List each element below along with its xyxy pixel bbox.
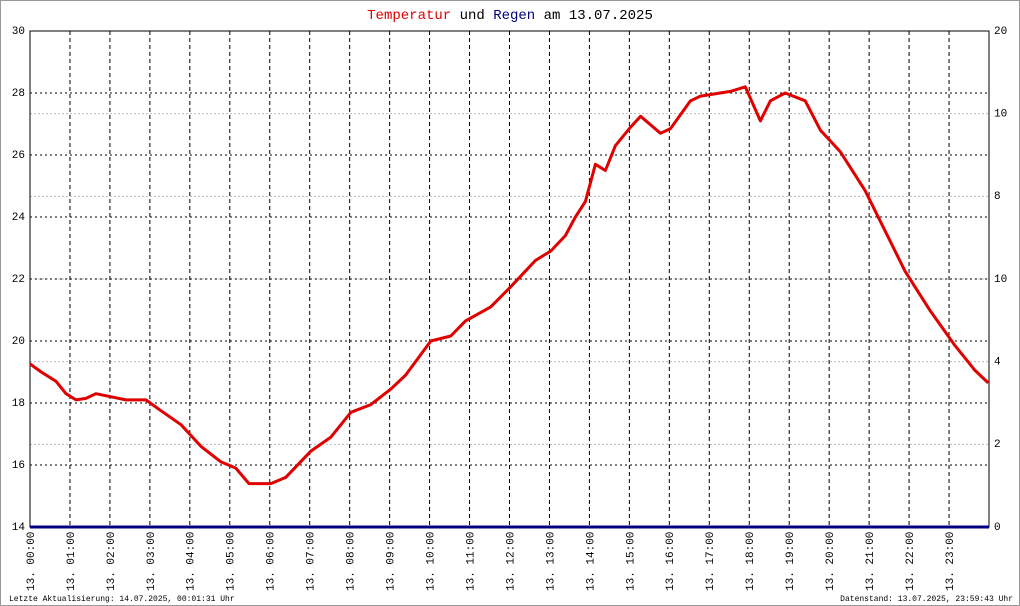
- y2-tick-label: 10: [994, 274, 1007, 286]
- x-tick-label: 13. 08:00: [346, 532, 358, 591]
- y-tick-label: 24: [12, 212, 26, 224]
- footer-right: Datenstand: 13.07.2025, 23:59:43 Uhr: [840, 595, 1013, 604]
- x-tick-label: 13. 12:00: [505, 532, 517, 591]
- x-tick-label: 13. 21:00: [865, 532, 877, 591]
- y-tick-label: 16: [12, 460, 25, 472]
- y-tick-label: 22: [12, 274, 25, 286]
- x-tick-label: 13. 10:00: [425, 532, 437, 591]
- x-tick-label: 13. 22:00: [905, 532, 917, 591]
- title-part: Temperatur: [367, 8, 451, 24]
- x-tick-label: 13. 06:00: [266, 532, 278, 591]
- y2-tick-label: 0: [994, 522, 1001, 534]
- x-tick-label: 13. 23:00: [945, 532, 957, 591]
- x-tick-label: 13. 09:00: [386, 532, 398, 591]
- y-tick-label: 26: [12, 150, 25, 162]
- chart-title: Temperatur und Regen am 13.07.2025: [367, 8, 653, 24]
- x-tick-label: 13. 04:00: [186, 532, 198, 591]
- x-tick-label: 13. 18:00: [745, 532, 757, 591]
- x-tick-label: 13. 15:00: [625, 532, 637, 591]
- y-tick-label: 18: [12, 398, 25, 410]
- footer-left: Letzte Aktualisierung: 14.07.2025, 00:01…: [9, 595, 235, 604]
- title-part: und: [460, 8, 485, 24]
- x-tick-label: 13. 13:00: [545, 532, 557, 591]
- title-part: am 13.07.2025: [544, 8, 653, 24]
- x-tick-label: 13. 17:00: [705, 532, 717, 591]
- y2-tick-label: 20: [994, 26, 1007, 38]
- x-tick-label: 13. 05:00: [226, 532, 238, 591]
- x-tick-label: 13. 20:00: [825, 532, 837, 591]
- y2-tick-label: 10: [994, 109, 1007, 121]
- y2-tick-label: 4: [994, 357, 1001, 369]
- x-tick-label: 13. 19:00: [785, 532, 797, 591]
- x-tick-label: 13. 00:00: [26, 532, 38, 591]
- series-line: [29, 85, 990, 486]
- y-tick-label: 30: [12, 26, 25, 38]
- x-tick-label: 13. 02:00: [106, 532, 118, 591]
- x-tick-label: 13. 14:00: [585, 532, 597, 591]
- y-tick-label: 20: [12, 336, 25, 348]
- y2-tick-label: 8: [994, 191, 1001, 203]
- x-tick-label: 13. 03:00: [146, 532, 158, 591]
- x-tick-label: 13. 01:00: [66, 532, 78, 591]
- y2-tick-label: 2: [994, 439, 1001, 451]
- y-tick-label: 28: [12, 88, 25, 100]
- x-tick-label: 13. 16:00: [665, 532, 677, 591]
- x-tick-label: 13. 07:00: [306, 532, 318, 591]
- y-tick-label: 14: [12, 522, 26, 534]
- title-part: Regen: [493, 8, 535, 24]
- x-tick-label: 13. 11:00: [465, 532, 477, 591]
